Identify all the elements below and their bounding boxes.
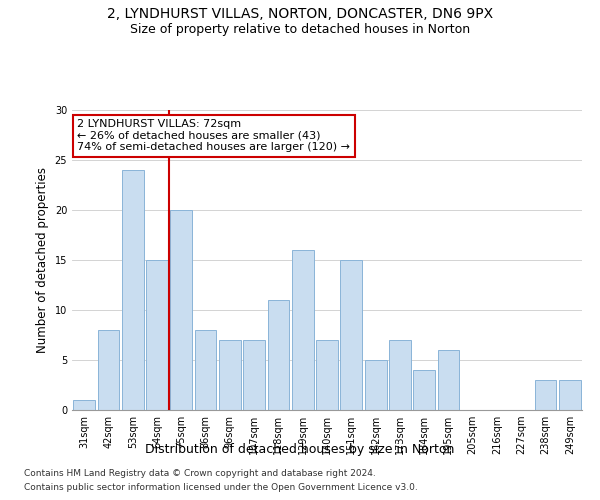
- Text: Distribution of detached houses by size in Norton: Distribution of detached houses by size …: [145, 442, 455, 456]
- Bar: [340, 260, 362, 410]
- Bar: [292, 250, 314, 410]
- Bar: [437, 350, 460, 410]
- Bar: [413, 370, 435, 410]
- Bar: [73, 400, 95, 410]
- Y-axis label: Number of detached properties: Number of detached properties: [36, 167, 49, 353]
- Text: 2, LYNDHURST VILLAS, NORTON, DONCASTER, DN6 9PX: 2, LYNDHURST VILLAS, NORTON, DONCASTER, …: [107, 8, 493, 22]
- Bar: [316, 340, 338, 410]
- Bar: [146, 260, 168, 410]
- Bar: [389, 340, 411, 410]
- Bar: [535, 380, 556, 410]
- Text: Size of property relative to detached houses in Norton: Size of property relative to detached ho…: [130, 22, 470, 36]
- Text: 2 LYNDHURST VILLAS: 72sqm
← 26% of detached houses are smaller (43)
74% of semi-: 2 LYNDHURST VILLAS: 72sqm ← 26% of detac…: [77, 119, 350, 152]
- Bar: [365, 360, 386, 410]
- Bar: [122, 170, 143, 410]
- Text: Contains HM Land Registry data © Crown copyright and database right 2024.: Contains HM Land Registry data © Crown c…: [24, 468, 376, 477]
- Text: Contains public sector information licensed under the Open Government Licence v3: Contains public sector information licen…: [24, 484, 418, 492]
- Bar: [97, 330, 119, 410]
- Bar: [243, 340, 265, 410]
- Bar: [194, 330, 217, 410]
- Bar: [559, 380, 581, 410]
- Bar: [219, 340, 241, 410]
- Bar: [268, 300, 289, 410]
- Bar: [170, 210, 192, 410]
